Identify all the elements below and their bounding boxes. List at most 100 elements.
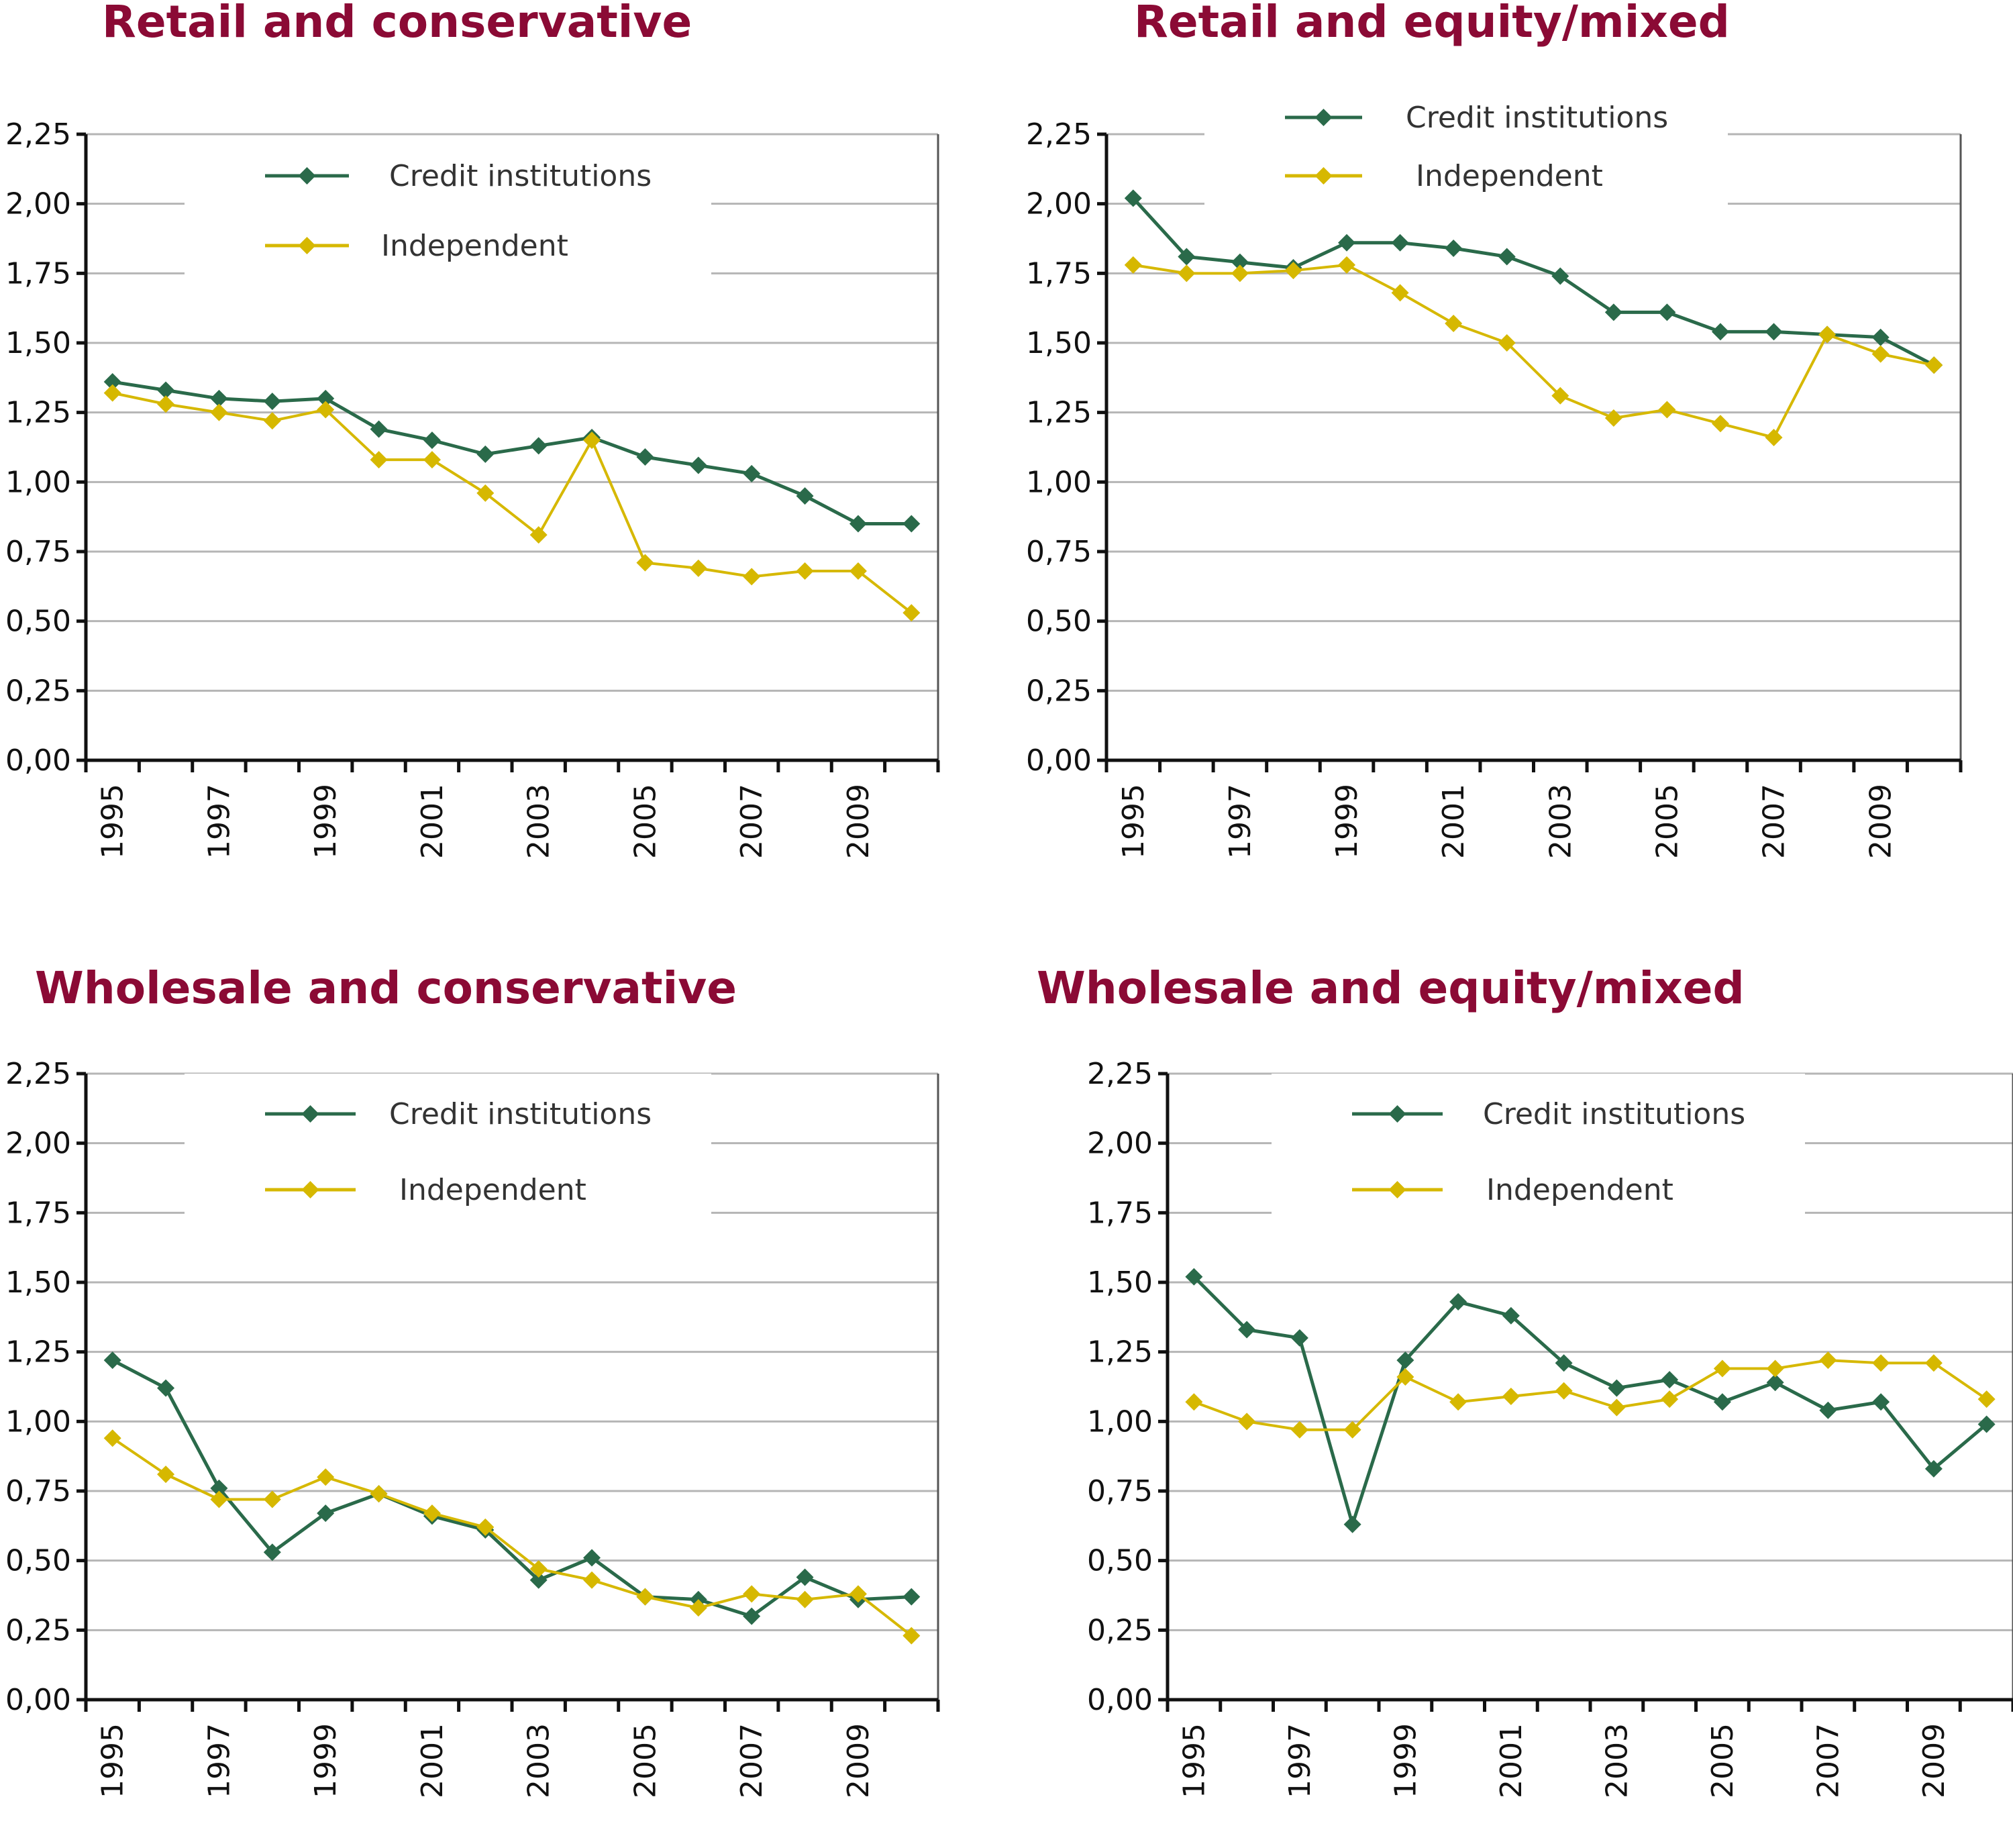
chart-title: Wholesale and equity/mixed <box>1037 962 1745 1014</box>
data-point <box>1338 234 1356 252</box>
chart-retail-conservative: Retail and conservative 0,00 0,25 0,50 0,75 1… <box>0 0 1007 909</box>
x-tick-label: 1999 <box>1388 1723 1423 1798</box>
data-point <box>796 487 814 505</box>
y-tick-label: 1,00 <box>1026 465 1092 499</box>
data-point <box>1391 284 1409 302</box>
data-point <box>370 420 388 438</box>
y-tick-label: 0,50 <box>1026 605 1092 639</box>
legend-marker <box>1388 1181 1406 1198</box>
data-point <box>902 604 921 622</box>
y-tick-label: 0,25 <box>1087 1613 1153 1647</box>
data-point <box>1818 325 1837 344</box>
data-point <box>423 1504 441 1523</box>
x-tick-label: 2003 <box>522 1723 556 1798</box>
legend-label: Independent <box>381 229 568 263</box>
y-tick-label: 0,00 <box>1026 743 1092 778</box>
y-tick-label: 1,75 <box>5 256 71 291</box>
y-tick-label: 2,25 <box>5 1057 71 1091</box>
data-point <box>1551 387 1569 405</box>
y-tick-label: 0,75 <box>5 535 71 569</box>
data-point <box>689 456 707 474</box>
data-point <box>796 562 814 580</box>
data-point <box>796 1590 814 1608</box>
series-line-independent <box>1133 263 1934 440</box>
legend-marker <box>1388 1105 1406 1123</box>
data-point <box>157 1466 175 1484</box>
y-tick-label: 1,75 <box>5 1196 71 1230</box>
data-point <box>263 412 281 430</box>
data-point <box>1924 1459 1943 1478</box>
data-point <box>1661 1371 1679 1389</box>
data-point <box>1658 303 1676 321</box>
data-point <box>1711 323 1729 341</box>
y-tick-label: 1,25 <box>1026 396 1092 430</box>
y-tick-label: 2,00 <box>5 187 71 221</box>
chart-svg: Retail and equity/mixed 0,00 0,25 0,50 0,75 1… <box>1026 0 1963 859</box>
x-tick-label: 2007 <box>1757 784 1792 859</box>
data-point <box>370 1485 388 1503</box>
x-tick-label: 2009 <box>1864 784 1898 859</box>
series-line-credit-institutions <box>1192 1275 1988 1531</box>
series-line-credit-institutions <box>111 1358 912 1619</box>
data-point <box>1343 1421 1361 1439</box>
y-tick-label: 2,00 <box>1026 187 1092 221</box>
x-tick-label: 2005 <box>628 1723 662 1798</box>
x-tick-label: 1997 <box>1283 1723 1317 1798</box>
data-point <box>1338 256 1356 274</box>
data-point <box>263 1543 281 1561</box>
x-tick-label: 2007 <box>1811 1723 1845 1798</box>
data-point <box>1498 334 1516 352</box>
data-point <box>210 1490 228 1508</box>
data-point <box>1658 401 1676 419</box>
data-point <box>1502 1306 1520 1325</box>
y-tick-label: 0,50 <box>5 605 71 639</box>
data-point <box>476 484 495 502</box>
data-point <box>743 568 761 586</box>
data-point <box>157 395 175 413</box>
data-point <box>743 464 761 482</box>
x-tick-label: 2005 <box>628 784 662 859</box>
chart-svg: Retail and conservative 0,00 0,25 0,50 0,75 1… <box>5 0 940 859</box>
data-point <box>423 451 441 469</box>
chart-wholesale-equity-mixed: Wholesale and equity/mixed 0,00 0,25 0,50 0,… <box>1007 939 2013 1848</box>
data-point <box>1924 1354 1943 1372</box>
y-tick-label: 2,25 <box>1087 1057 1153 1091</box>
data-point <box>1445 314 1463 332</box>
data-point <box>636 1588 654 1606</box>
series-line-independent <box>112 391 913 614</box>
data-point <box>1872 1393 1890 1411</box>
x-tick-label: 2003 <box>522 784 556 859</box>
x-tick-label: 1995 <box>96 1723 130 1798</box>
data-point <box>1231 264 1249 283</box>
y-tick-label: 0,00 <box>5 1683 71 1717</box>
x-tick-label: 1999 <box>1330 784 1364 859</box>
y-tick-label: 2,25 <box>5 117 71 152</box>
data-point <box>103 373 121 391</box>
data-point <box>1185 1268 1203 1286</box>
y-tick-label: 1,50 <box>1087 1266 1153 1300</box>
data-point <box>1238 1413 1256 1431</box>
data-point <box>1819 1351 1837 1370</box>
data-point <box>1977 1390 1996 1408</box>
legend-marker <box>1314 167 1333 185</box>
data-point <box>1977 1415 1996 1433</box>
data-point <box>902 1588 921 1606</box>
chart-title: Retail and equity/mixed <box>1134 0 1730 48</box>
chart-title: Retail and conservative <box>102 0 692 48</box>
x-tick-label: 1997 <box>1223 784 1257 859</box>
data-point <box>1290 1421 1308 1439</box>
data-point <box>902 1627 921 1645</box>
x-tick-label: 1997 <box>202 1723 236 1798</box>
data-point <box>1231 253 1249 271</box>
data-point <box>1819 1401 1837 1419</box>
y-tick-label: 0,75 <box>1026 535 1092 569</box>
data-point <box>1396 1351 1414 1370</box>
data-point <box>583 1571 601 1589</box>
legend-label: Credit institutions <box>1406 101 1668 135</box>
data-point <box>1766 1374 1784 1392</box>
x-tick-label: 1999 <box>309 1723 343 1798</box>
legend-label: Independent <box>1416 159 1603 193</box>
x-tick-label: 1997 <box>202 784 236 859</box>
data-point <box>103 1429 121 1447</box>
data-point <box>103 1351 121 1370</box>
